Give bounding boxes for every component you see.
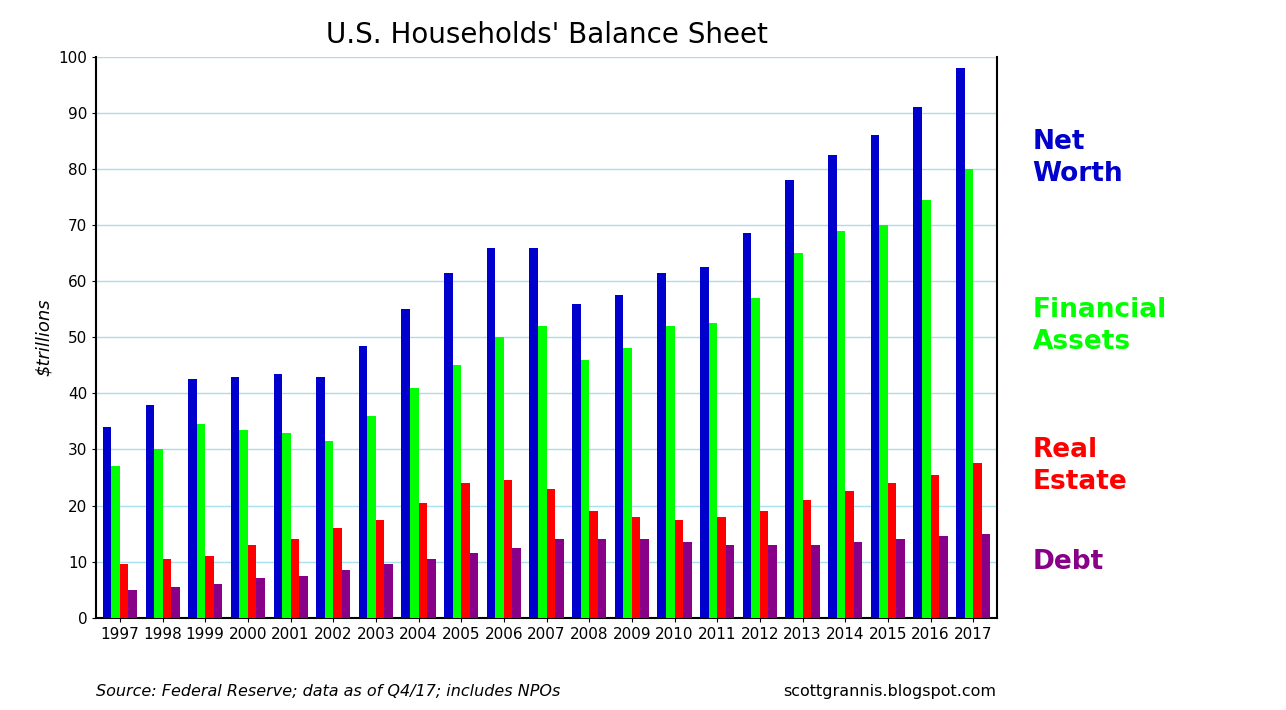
Bar: [197, 424, 206, 618]
Bar: [675, 520, 683, 618]
Bar: [640, 539, 649, 618]
Bar: [418, 503, 427, 618]
Bar: [324, 441, 333, 618]
Bar: [880, 225, 887, 618]
Bar: [495, 337, 504, 618]
Bar: [974, 464, 981, 618]
Bar: [931, 475, 939, 618]
Bar: [871, 136, 880, 618]
Bar: [154, 449, 162, 618]
Bar: [274, 373, 282, 618]
Bar: [683, 542, 692, 618]
Bar: [939, 536, 948, 618]
Bar: [811, 545, 819, 618]
Bar: [401, 309, 410, 618]
Bar: [854, 542, 862, 618]
Bar: [368, 416, 376, 618]
Bar: [718, 517, 725, 618]
Bar: [487, 248, 495, 618]
Bar: [316, 376, 324, 618]
Bar: [231, 376, 239, 618]
Bar: [666, 326, 675, 618]
Bar: [751, 298, 760, 618]
Bar: [359, 346, 368, 618]
Bar: [581, 360, 589, 618]
Bar: [709, 323, 718, 618]
Bar: [504, 480, 512, 618]
Bar: [700, 267, 709, 618]
Text: Source: Federal Reserve; data as of Q4/17; includes NPOs: Source: Federal Reserve; data as of Q4/1…: [96, 684, 561, 699]
Bar: [342, 570, 350, 618]
Bar: [769, 545, 777, 618]
Text: scottgrannis.blogspot.com: scottgrannis.blogspot.com: [783, 684, 997, 699]
Bar: [538, 326, 547, 618]
Text: Net
Worth: Net Worth: [1033, 129, 1123, 187]
Bar: [547, 488, 556, 618]
Bar: [162, 559, 171, 618]
Bar: [913, 107, 922, 618]
Text: Real
Estate: Real Estate: [1033, 437, 1128, 496]
Bar: [291, 539, 300, 618]
Bar: [802, 500, 811, 618]
Bar: [129, 589, 138, 618]
Bar: [828, 155, 837, 618]
Bar: [188, 379, 197, 618]
Bar: [964, 169, 974, 618]
Bar: [631, 517, 640, 618]
Bar: [786, 180, 793, 618]
Bar: [981, 534, 990, 618]
Bar: [598, 539, 606, 618]
Bar: [282, 432, 291, 618]
Bar: [743, 234, 751, 618]
Bar: [120, 564, 129, 618]
Bar: [300, 576, 307, 618]
Bar: [615, 295, 624, 618]
Bar: [725, 545, 734, 618]
Bar: [955, 68, 964, 618]
Text: Debt: Debt: [1033, 549, 1103, 574]
Bar: [624, 349, 631, 618]
Text: Financial
Assets: Financial Assets: [1033, 297, 1166, 355]
Bar: [239, 430, 248, 618]
Bar: [213, 584, 222, 618]
Bar: [248, 545, 256, 618]
Bar: [760, 511, 769, 618]
Bar: [462, 483, 469, 618]
Bar: [410, 388, 418, 618]
Bar: [206, 556, 213, 618]
Bar: [887, 483, 896, 618]
Bar: [922, 200, 931, 618]
Bar: [333, 528, 342, 618]
Bar: [530, 248, 538, 618]
Bar: [376, 520, 385, 618]
Bar: [385, 564, 394, 618]
Bar: [837, 231, 845, 618]
Bar: [145, 405, 154, 618]
Bar: [103, 427, 112, 618]
Bar: [427, 559, 436, 618]
Y-axis label: $trillions: $trillions: [35, 298, 53, 376]
Title: U.S. Households' Balance Sheet: U.S. Households' Balance Sheet: [325, 21, 768, 49]
Bar: [171, 587, 180, 618]
Bar: [512, 547, 521, 618]
Bar: [453, 365, 462, 618]
Bar: [444, 273, 453, 618]
Bar: [793, 253, 802, 618]
Bar: [589, 511, 598, 618]
Bar: [556, 539, 563, 618]
Bar: [657, 273, 666, 618]
Bar: [896, 539, 905, 618]
Bar: [112, 466, 120, 618]
Bar: [845, 491, 854, 618]
Bar: [256, 579, 265, 618]
Bar: [572, 304, 581, 618]
Bar: [469, 553, 478, 618]
